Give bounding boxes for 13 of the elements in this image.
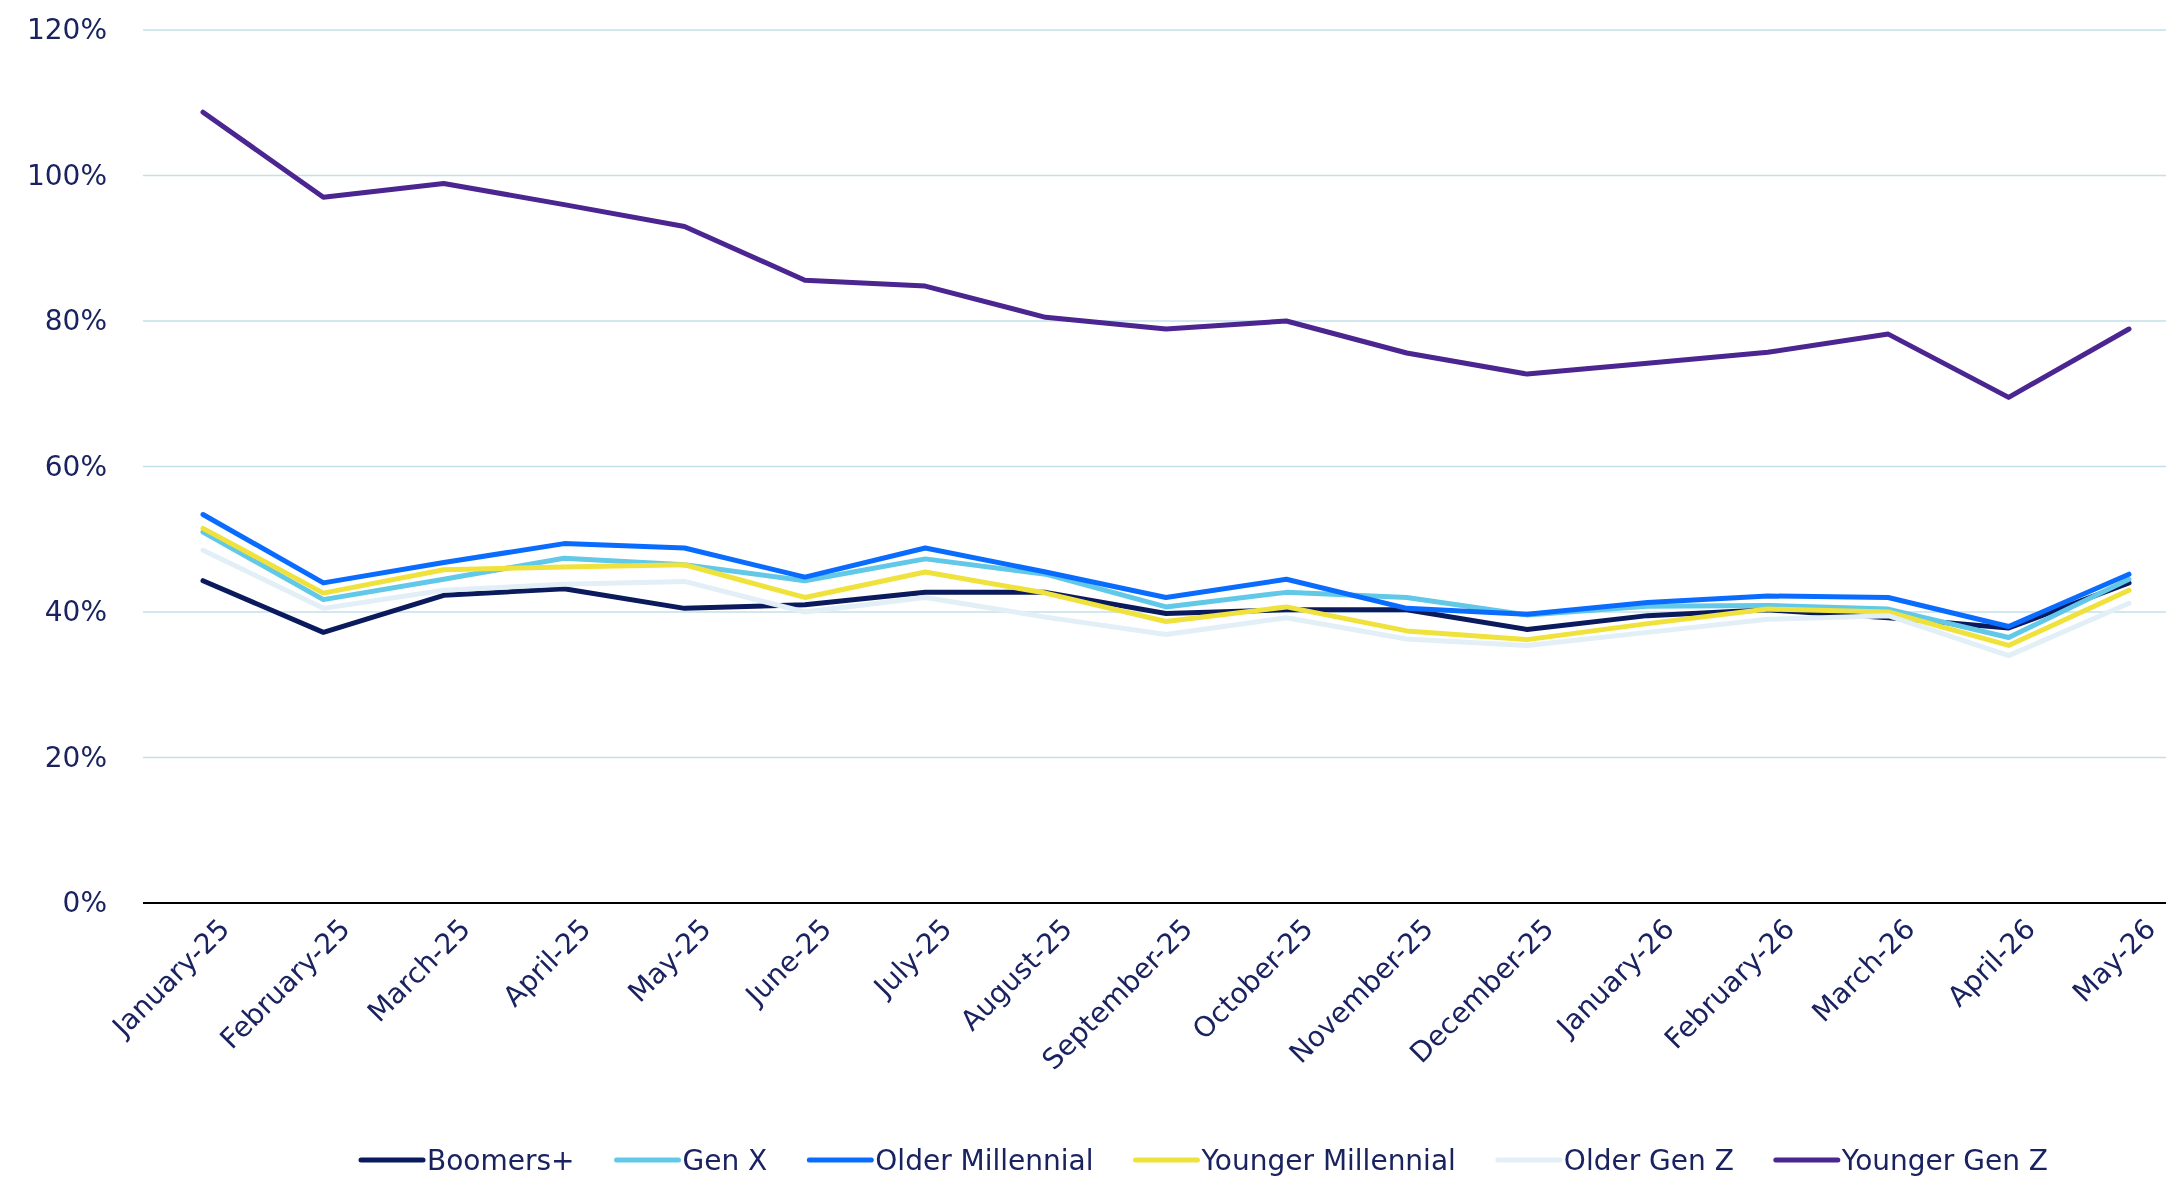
legend-label: Younger Millennial — [1200, 1143, 1456, 1177]
legend-label: Boomers+ — [427, 1143, 575, 1177]
y-tick-label: 20% — [44, 740, 107, 774]
y-tick-label: 40% — [44, 595, 107, 629]
y-tick-label: 100% — [26, 158, 107, 192]
y-tick-label: 120% — [26, 13, 107, 47]
legend-label: Older Millennial — [875, 1143, 1094, 1177]
legend-label: Younger Gen Z — [1840, 1143, 2048, 1177]
y-tick-label: 80% — [44, 304, 107, 338]
y-tick-label: 60% — [44, 449, 107, 483]
legend-label: Gen X — [682, 1143, 768, 1177]
legend-label: Older Gen Z — [1563, 1143, 1734, 1177]
y-tick-label: 0% — [62, 886, 107, 920]
